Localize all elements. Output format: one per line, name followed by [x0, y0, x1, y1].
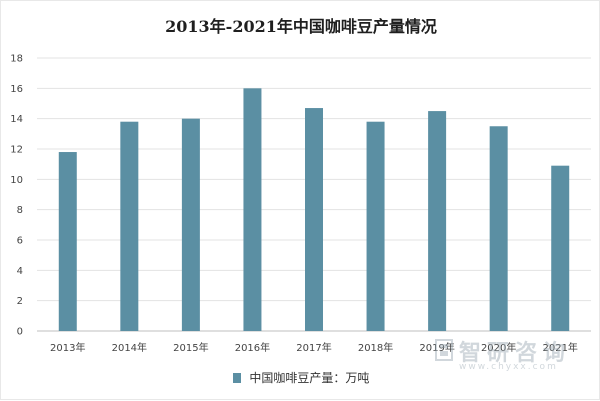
- y-tick-label: 6: [17, 236, 23, 247]
- legend-swatch: [232, 373, 241, 383]
- y-tick-label: 8: [17, 205, 23, 216]
- x-tick-label: 2013年: [50, 341, 85, 354]
- y-tick-label: 14: [10, 114, 23, 125]
- watermark-logo-icon: [435, 339, 453, 361]
- chart-title: 2013年-2021年中国咖啡豆产量情况: [165, 17, 437, 36]
- x-tick-label: 2020年: [481, 341, 516, 354]
- x-tick-label: 2016年: [235, 341, 270, 354]
- legend: 中国咖啡豆产量：万吨: [1, 369, 600, 386]
- x-tick-label: 2019年: [419, 341, 454, 354]
- bar: [489, 126, 508, 331]
- bar: [305, 108, 323, 331]
- y-tick-label: 18: [10, 54, 23, 65]
- watermark: 智研咨询 www.chyxx.com: [435, 335, 595, 377]
- x-tick-label: 2018年: [358, 341, 393, 354]
- y-axis-tick-labels: 0 2 4 6 8 10 12 14 16 18: [10, 54, 23, 338]
- bar: [551, 165, 570, 331]
- x-tick-label: 2014年: [112, 341, 147, 354]
- x-axis-tick-labels: 2013年 2014年 2015年 2016年 2017年 2018年 2019年 2020年…: [50, 341, 578, 354]
- bar: [243, 88, 262, 331]
- y-tick-label: 4: [17, 266, 23, 277]
- watermark-text: 智研咨询: [459, 341, 572, 366]
- y-tick-label: 12: [10, 145, 23, 156]
- y-tick-label: 16: [10, 84, 23, 95]
- x-tick-label: 2015年: [173, 341, 208, 354]
- bar: [428, 111, 447, 331]
- y-tick-label: 0: [17, 327, 23, 338]
- bar: [366, 121, 385, 331]
- legend-label: 中国咖啡豆产量：万吨: [249, 371, 370, 385]
- bar: [120, 121, 139, 331]
- x-tick-label: 2021年: [542, 341, 577, 354]
- watermark-url: www.chyxx.com: [459, 362, 558, 372]
- y-tick-label: 2: [17, 296, 23, 307]
- bar: [181, 118, 200, 332]
- bar: [58, 152, 77, 331]
- bars: [58, 88, 570, 332]
- x-tick-label: 2017年: [296, 341, 331, 354]
- y-tick-label: 10: [10, 175, 23, 186]
